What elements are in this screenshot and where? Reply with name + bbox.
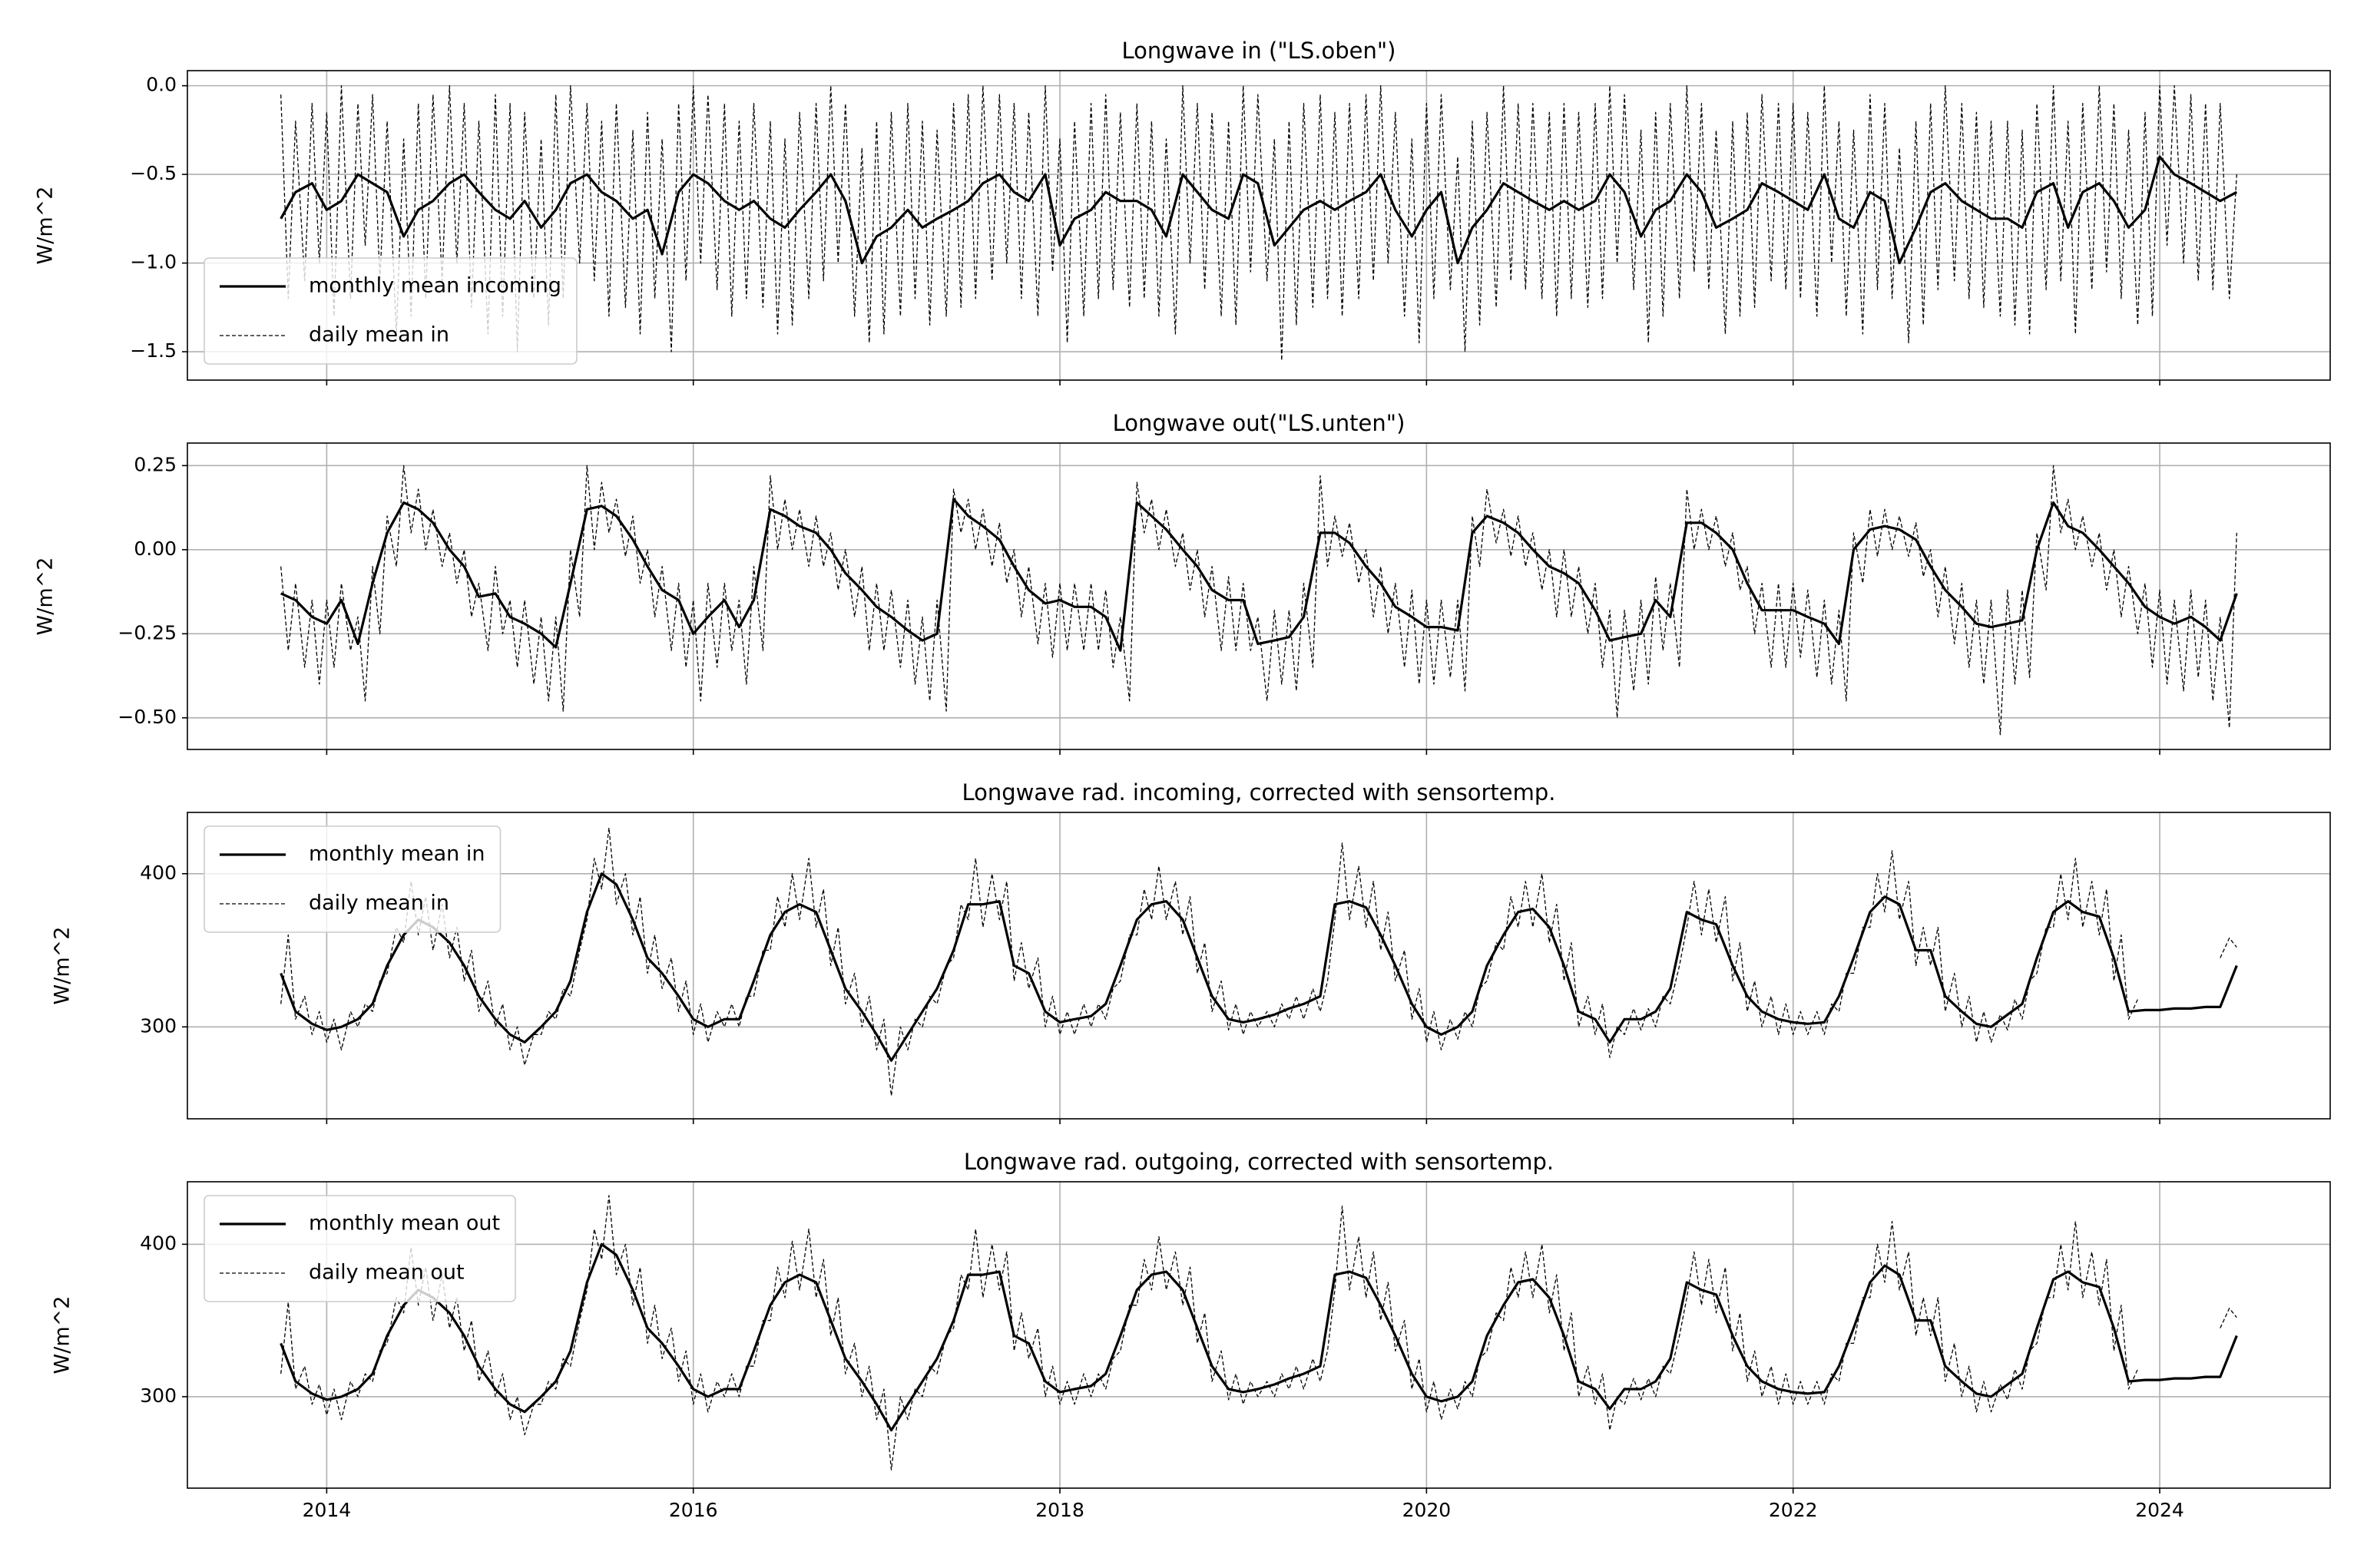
x-tick-label: 2022 [1769,1499,1818,1521]
y-tick-label: 0.25 [134,453,177,475]
y-axis-label: W/m^2 [34,187,58,265]
plot-frame [187,70,2331,381]
y-tick-label: 0.0 [146,74,177,96]
y-tick-label: 400 [140,862,177,884]
monthly-line [280,1242,2238,1432]
legend-label: daily mean in [309,892,449,915]
legend-label: monthly mean in [309,842,485,866]
daily-line [280,1195,2237,1470]
y-tick-label: −1.0 [130,251,177,273]
legend-label: monthly mean incoming [309,274,561,298]
legend-box [204,1195,516,1302]
y-tick-label: 0.00 [134,538,177,560]
legend-label: daily mean in [309,323,449,347]
plot-frame [187,1181,2331,1489]
y-axis-label: W/m^2 [34,557,58,636]
x-tick-label: 2014 [303,1499,352,1521]
x-tick-label: 2018 [1035,1499,1084,1521]
y-axis-label: W/m^2 [51,1296,74,1374]
legend-box [204,257,578,365]
legend-label: daily mean out [309,1261,465,1285]
y-tick-label: 300 [140,1384,177,1407]
plot-frame [187,812,2331,1120]
legend: monthly mean out daily mean out [204,1195,516,1302]
daily-line [280,465,2237,736]
panel-title: Longwave rad. incoming, corrected with s… [962,779,1555,806]
y-tick-label: 300 [140,1014,177,1037]
legend-label: monthly mean out [309,1212,500,1236]
plot-frame [187,442,2331,750]
monthly-line [280,872,2238,1062]
legend: monthly mean incoming daily mean in [204,257,578,365]
x-tick-label: 2024 [2135,1499,2184,1521]
x-tick-label: 2020 [1402,1499,1452,1521]
y-tick-label: 400 [140,1232,177,1254]
x-tick-label: 2016 [669,1499,718,1521]
monthly-line [280,498,2238,652]
panel-title: Longwave out("LS.unten") [1113,410,1405,436]
daily-line [280,827,2237,1097]
y-tick-label: −0.50 [118,706,177,728]
daily-line [280,84,2237,362]
monthly-line [280,155,2238,265]
legend-box [204,825,502,933]
panel-title: Longwave rad. outgoing, corrected with s… [964,1149,1554,1175]
y-tick-label: −1.5 [130,339,177,362]
y-tick-label: −0.5 [130,162,177,184]
y-tick-label: −0.25 [118,621,177,643]
y-axis-label: W/m^2 [51,927,74,1005]
panel-title: Longwave in ("LS.oben") [1121,38,1396,64]
legend: monthly mean in daily mean in [204,825,502,933]
